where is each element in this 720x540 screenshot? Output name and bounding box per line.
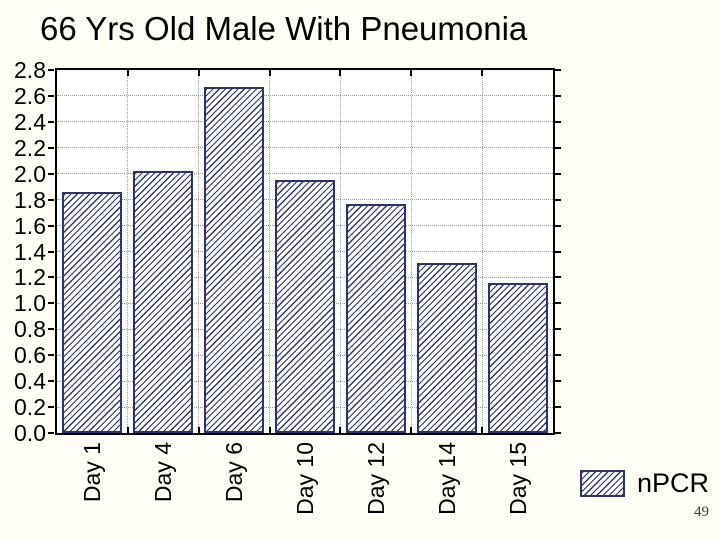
legend: nPCR xyxy=(580,468,709,499)
y-tick-right xyxy=(555,354,561,357)
h-gridline xyxy=(57,147,553,149)
y-tick-label: 2.4 xyxy=(14,108,46,135)
y-tick-label: 2.8 xyxy=(14,57,46,83)
x-tick-label: Day 15 xyxy=(504,442,531,515)
x-tick-bottom xyxy=(126,427,129,433)
y-tick-left xyxy=(48,94,54,97)
x-tick-top xyxy=(268,70,271,76)
bar-day-10 xyxy=(275,180,335,433)
plot-inner xyxy=(57,70,553,433)
x-tick-top xyxy=(197,70,200,76)
bar-day-14 xyxy=(416,263,477,433)
y-tick-left xyxy=(48,406,54,409)
y-tick-right xyxy=(555,432,561,434)
y-tick-left xyxy=(48,198,54,201)
y-tick-left xyxy=(48,120,54,123)
x-tick-top xyxy=(126,70,129,76)
x-tick-bottom xyxy=(339,427,342,433)
y-tick-left xyxy=(48,69,54,71)
y-tick-right xyxy=(555,250,561,253)
y-tick-label: 2.2 xyxy=(14,134,46,161)
y-tick-right xyxy=(555,380,561,383)
x-tick-label: Day 12 xyxy=(362,442,389,515)
y-tick-left xyxy=(48,328,54,331)
bar-day-4 xyxy=(133,171,194,433)
y-tick-right xyxy=(555,406,561,409)
y-tick-right xyxy=(555,94,561,97)
y-tick-right xyxy=(555,302,561,305)
y-tick-right xyxy=(555,198,561,201)
x-tick-top xyxy=(410,70,413,76)
x-tick-label: Day 10 xyxy=(292,442,318,515)
v-gridline xyxy=(481,70,483,433)
chart-title: 66 Yrs Old Male With Pneumonia xyxy=(40,10,528,47)
plot-area xyxy=(55,68,555,435)
x-tick-bottom xyxy=(410,427,413,433)
y-tick-label: 1.2 xyxy=(14,264,46,291)
y-tick-left xyxy=(48,380,54,383)
y-tick-right xyxy=(555,172,561,175)
x-tick-bottom xyxy=(197,427,200,433)
v-gridline xyxy=(269,70,271,433)
x-tick-top xyxy=(481,70,484,76)
y-tick-label: 2.0 xyxy=(14,160,46,187)
y-tick-left xyxy=(48,432,54,434)
y-tick-label: 0.8 xyxy=(14,316,46,343)
y-tick-right xyxy=(555,69,561,71)
y-tick-label: 0.6 xyxy=(14,342,46,369)
y-tick-label: 1.6 xyxy=(14,212,46,239)
x-tick-label: Day 1 xyxy=(79,442,106,503)
legend-swatch-hatch xyxy=(580,470,625,497)
v-gridline xyxy=(410,70,412,433)
y-tick-right xyxy=(555,328,561,331)
y-tick-right xyxy=(555,224,561,227)
h-gridline xyxy=(57,95,553,97)
y-tick-right xyxy=(555,120,561,123)
y-tick-left xyxy=(48,302,54,305)
v-gridline xyxy=(127,70,129,433)
v-gridline xyxy=(339,70,341,433)
bar-day-15 xyxy=(487,282,548,433)
x-tick-top xyxy=(339,70,342,76)
y-tick-left xyxy=(48,250,54,253)
y-tick-left xyxy=(48,276,54,279)
y-tick-right xyxy=(555,146,561,149)
bar-day-12 xyxy=(345,203,406,433)
y-tick-label: 1.8 xyxy=(14,186,46,213)
y-tick-left xyxy=(48,146,54,149)
x-tick-label: Day 4 xyxy=(150,442,177,503)
x-tick-bottom xyxy=(268,427,271,433)
y-tick-label: 0.2 xyxy=(14,394,46,421)
bar-day-1 xyxy=(62,191,123,433)
x-tick-bottom xyxy=(481,427,484,433)
y-tick-label: 0.4 xyxy=(14,368,46,395)
y-tick-right xyxy=(555,276,561,279)
y-tick-left xyxy=(48,354,54,357)
x-tick-label: Day 14 xyxy=(433,442,460,515)
h-gridline xyxy=(57,121,553,123)
page-number: 49 xyxy=(694,504,709,520)
bar-day-6 xyxy=(204,86,265,433)
y-tick-left xyxy=(48,224,54,227)
v-gridline xyxy=(198,70,200,433)
y-tick-left xyxy=(48,172,54,175)
h-gridline xyxy=(57,173,553,175)
legend-label: nPCR xyxy=(637,468,710,498)
x-tick-label: Day 6 xyxy=(221,442,248,503)
y-tick-label: 1.0 xyxy=(14,290,46,317)
y-tick-label: 0.0 xyxy=(14,420,46,446)
y-tick-label: 2.6 xyxy=(14,82,46,109)
y-tick-label: 1.4 xyxy=(14,238,46,265)
